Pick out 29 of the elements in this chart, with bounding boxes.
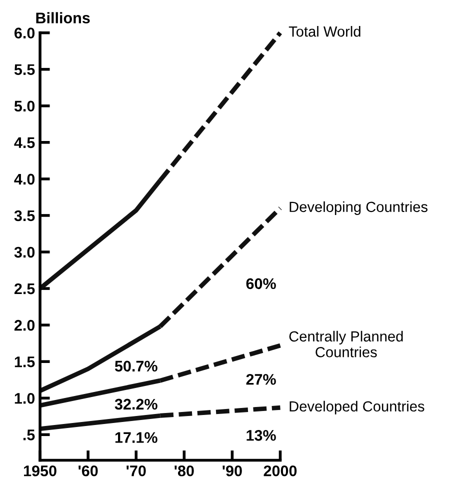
x-tick-label: '80 [174,465,194,476]
x-tick-label: '60 [78,465,98,476]
annotation: 50.7% [114,360,158,372]
annotation: 32.2% [114,398,158,410]
annotation: 60% [246,278,276,290]
series-label: Developing Countries [290,201,428,215]
y-tick-label: 3.0 [14,246,35,258]
y-tick-label: 5.0 [14,100,35,112]
y-tick-label: 5.5 [14,64,35,76]
y-tick-label: 6.0 [14,28,35,38]
y-axis-title: Billions [36,12,90,24]
y-tick-label: 2.5 [14,283,35,294]
y-tick-label: 3.5 [14,210,35,222]
annotation: 17.1% [115,432,158,443]
series-label: Developed Countries [290,400,424,414]
x-tick-label: '70 [126,465,146,476]
x-tick-label: 1950 [24,465,56,476]
y-tick-label: .5 [23,430,35,440]
series-label: Total World [288,26,360,37]
y-tick-label: 1.0 [14,392,35,404]
annotation: 13% [246,430,276,441]
x-tick-label: 2000 [264,465,297,476]
y-tick-label: 4.0 [14,174,35,185]
y-tick-label: 1.5 [14,356,35,368]
y-tick-label: 4.5 [14,137,35,148]
annotation: 27% [246,374,276,385]
series-label: Centrally Planned Countries [289,330,403,358]
y-tick-label: 2.0 [14,320,35,331]
x-tick-label: '90 [222,465,242,476]
